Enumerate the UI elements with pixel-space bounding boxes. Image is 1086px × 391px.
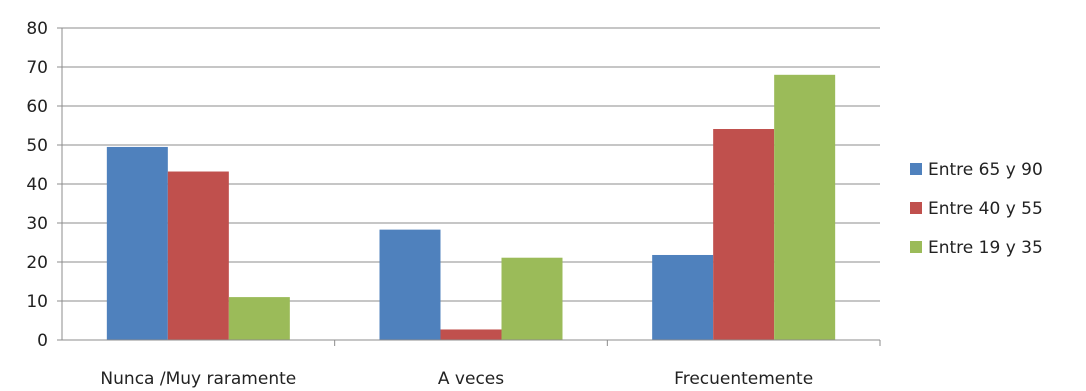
y-tick-label: 50 <box>26 136 48 156</box>
y-tick-label: 80 <box>26 19 48 39</box>
y-tick-label: 70 <box>26 58 48 78</box>
legend-swatch <box>910 202 922 214</box>
x-category-label: Frecuentemente <box>674 369 813 389</box>
bar-1-1 <box>106 146 168 340</box>
legend-swatch <box>910 163 922 175</box>
x-category-label: A veces <box>438 369 504 389</box>
bar-2-1 <box>167 171 229 340</box>
bars <box>106 74 836 341</box>
y-tick-label: 40 <box>26 175 48 195</box>
legend-label: Entre 40 y 55 <box>928 199 1043 219</box>
bar-2-3 <box>713 129 775 340</box>
y-tick-label: 10 <box>26 292 48 312</box>
bar-3-1 <box>228 297 290 340</box>
y-tick-label: 60 <box>26 97 48 117</box>
bar-3-2 <box>501 257 563 340</box>
legend-label: Entre 65 y 90 <box>928 160 1043 180</box>
y-tick-label: 30 <box>26 214 48 234</box>
legend-label: Entre 19 y 35 <box>928 238 1043 258</box>
y-axis-tick-labels: 0 10 20 30 40 50 60 70 80 <box>26 19 48 351</box>
y-tick-label: 20 <box>26 253 48 273</box>
bar-3-3 <box>774 74 836 341</box>
y-tick-label: 0 <box>37 331 48 351</box>
x-category-label: Nunca /Muy raramente <box>100 369 296 389</box>
bar-1-3 <box>652 254 714 340</box>
legend: Entre 65 y 90 Entre 40 y 55 Entre 19 y 35 <box>910 160 1043 258</box>
bar-2-2 <box>440 329 502 340</box>
bar-1-2 <box>379 229 441 340</box>
legend-swatch <box>910 241 922 253</box>
x-axis-category-labels: Nunca /Muy raramente A veces Frecuentement… <box>100 369 813 389</box>
